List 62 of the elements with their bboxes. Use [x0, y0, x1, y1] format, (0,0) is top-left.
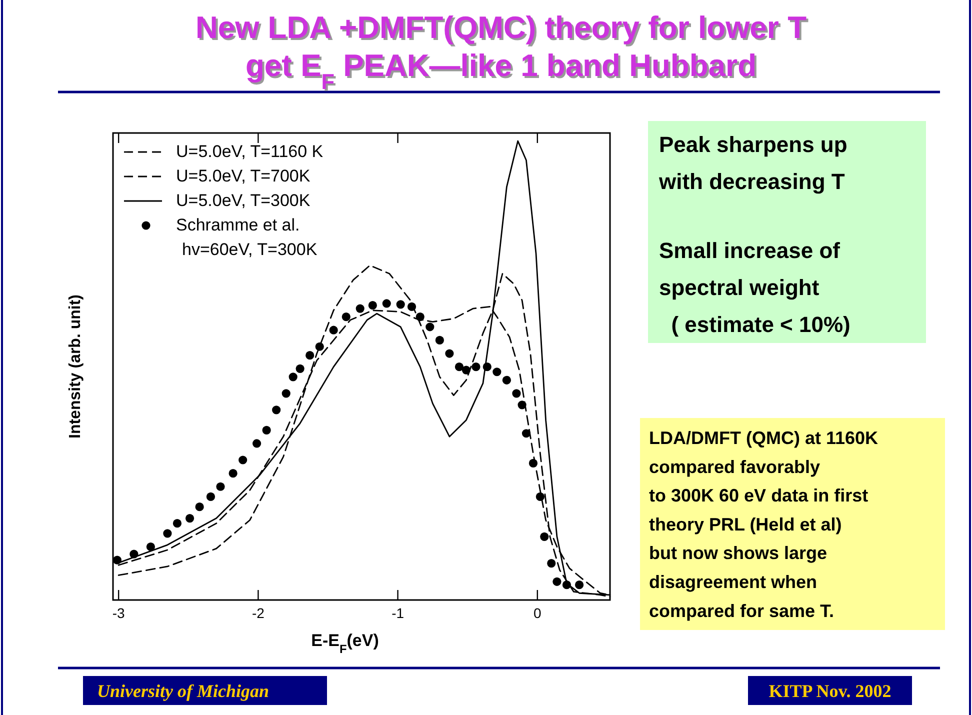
point [252, 439, 262, 448]
point [512, 389, 521, 398]
point [272, 406, 281, 414]
point [518, 400, 526, 410]
point [416, 312, 424, 322]
text: University of Michigan [97, 681, 270, 701]
point [540, 532, 549, 541]
x-tick-label: -1 [392, 605, 404, 621]
point [163, 529, 172, 538]
point [342, 312, 350, 322]
text: Peak sharpens up with decreasing T [658, 132, 848, 194]
x-tick-label: -2 [252, 605, 265, 621]
point [130, 550, 138, 558]
point [315, 342, 324, 351]
legend-label: Schramme et al. hv=60eV, T=300K [176, 216, 318, 259]
legend-label: U=5.0eV, T=300K [176, 191, 311, 210]
point [435, 336, 444, 345]
point [296, 364, 304, 373]
point [547, 558, 556, 568]
point [282, 389, 290, 398]
point [216, 482, 225, 491]
point [288, 372, 298, 382]
point [206, 492, 216, 502]
point [368, 301, 377, 310]
legend-label: U=5.0eV, T=1160 K [176, 142, 324, 161]
point [185, 514, 194, 523]
point [407, 302, 416, 311]
point [382, 299, 391, 308]
point [228, 469, 238, 478]
point [528, 458, 538, 468]
point [536, 492, 544, 502]
text: Small increase of spectral weight ( estimate < 10%) [659, 238, 850, 337]
x-axis-title: E-E$_{F}$(eV) [311, 631, 379, 656]
point [238, 456, 248, 464]
point [329, 326, 338, 334]
point [112, 556, 122, 564]
y-axis-title: Intensity (arb. unit) [67, 294, 84, 438]
point [552, 577, 562, 586]
point [356, 304, 364, 313]
point [195, 502, 204, 512]
point [522, 429, 531, 438]
chart-title: New LDA +DMFT(QMC) theory for lower T get E$_{F}$ PEAK—like 1 band Hubbard [195, 10, 807, 96]
point [172, 519, 182, 528]
point [306, 351, 314, 360]
legend-label: U=5.0eV, T=700K [176, 166, 311, 186]
point [396, 300, 405, 309]
point [492, 368, 502, 376]
point [562, 580, 572, 590]
point [426, 322, 434, 332]
point [462, 366, 471, 374]
point [146, 542, 155, 552]
point [472, 362, 480, 372]
text: LDA/DMFT (QMC) at 1160K compared favorably to 300K 60 eV data in first theory PRL (Held et al) but now shows large disagreement when compared for same T. [649, 428, 878, 621]
x-tick-label: 0 [534, 605, 542, 621]
x-tick-label: -3 [112, 605, 126, 621]
text: KITP Nov. 2002 [768, 681, 892, 701]
point [445, 349, 454, 358]
point [262, 426, 271, 434]
point [482, 362, 492, 372]
point [454, 362, 464, 372]
point [574, 580, 584, 590]
point [502, 376, 511, 384]
